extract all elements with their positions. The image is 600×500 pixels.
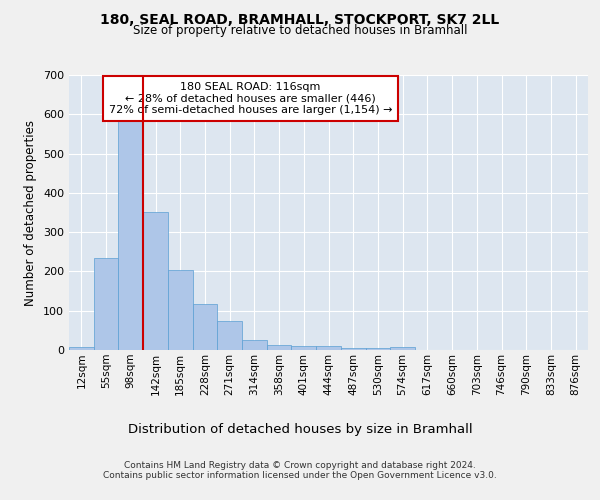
Bar [390, 347, 415, 350]
Bar [143, 212, 168, 350]
Bar [292, 346, 316, 350]
Text: 180, SEAL ROAD, BRAMHALL, STOCKPORT, SK7 2LL: 180, SEAL ROAD, BRAMHALL, STOCKPORT, SK7… [100, 12, 500, 26]
Bar [217, 321, 242, 350]
Text: Contains HM Land Registry data © Crown copyright and database right 2024.
Contai: Contains HM Land Registry data © Crown c… [103, 460, 497, 480]
Bar [94, 258, 118, 350]
Bar [316, 346, 341, 350]
Text: Size of property relative to detached houses in Bramhall: Size of property relative to detached ho… [133, 24, 467, 37]
Bar [168, 270, 193, 350]
Text: Distribution of detached houses by size in Bramhall: Distribution of detached houses by size … [128, 422, 472, 436]
Bar [242, 340, 267, 350]
Bar [193, 304, 217, 350]
Bar [118, 118, 143, 350]
Bar [365, 348, 390, 350]
Bar [69, 347, 94, 350]
Y-axis label: Number of detached properties: Number of detached properties [25, 120, 37, 306]
Bar [267, 345, 292, 350]
Text: 180 SEAL ROAD: 116sqm
← 28% of detached houses are smaller (446)
72% of semi-det: 180 SEAL ROAD: 116sqm ← 28% of detached … [109, 82, 392, 115]
Bar [341, 348, 365, 350]
